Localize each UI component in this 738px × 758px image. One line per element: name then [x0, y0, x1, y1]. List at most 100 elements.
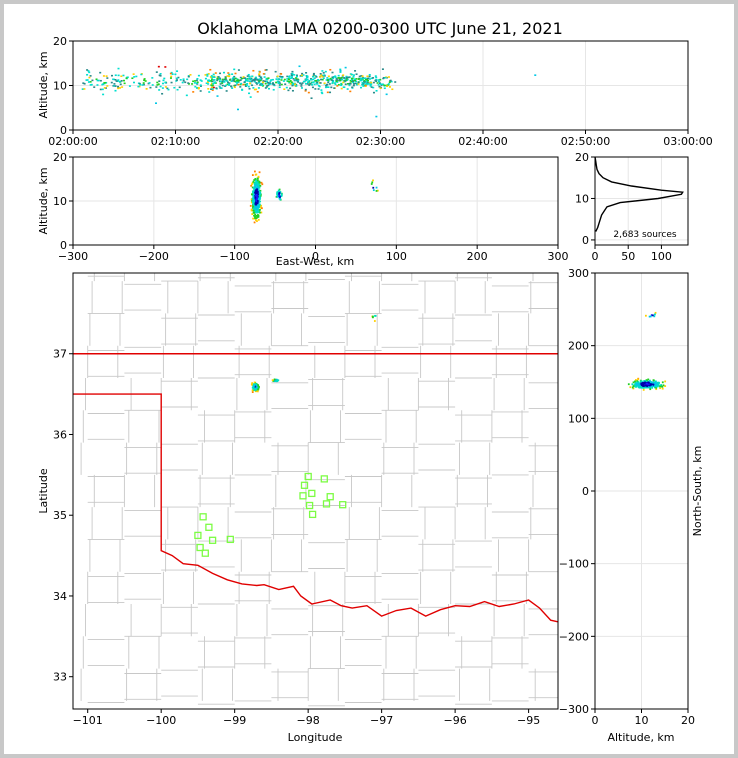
source-point: [280, 79, 283, 81]
source-point: [649, 383, 652, 385]
source-point: [343, 80, 346, 82]
source-point: [223, 78, 226, 81]
source-point: [257, 197, 260, 200]
source-point: [278, 194, 281, 197]
source-point: [276, 195, 279, 198]
source-point: [323, 75, 326, 77]
source-point: [352, 80, 355, 83]
source-point: [220, 87, 223, 89]
source-point: [337, 74, 340, 77]
source-point: [386, 85, 389, 87]
source-point: [378, 85, 381, 88]
source-point: [226, 75, 229, 77]
source-point: [253, 188, 256, 191]
source-point: [338, 78, 341, 80]
source-point: [654, 313, 656, 316]
source-point: [235, 81, 238, 83]
source-point: [371, 315, 374, 318]
source-point: [645, 384, 647, 387]
lat-tick-label: 34: [53, 590, 67, 603]
source-point: [280, 77, 283, 79]
source-point: [258, 208, 261, 211]
source-point: [257, 206, 259, 209]
source-point: [373, 320, 376, 322]
source-point: [272, 88, 275, 91]
source-point: [289, 83, 292, 85]
source-point: [199, 79, 202, 81]
source-point: [246, 80, 249, 82]
source-point: [340, 84, 343, 87]
source-point: [163, 77, 166, 80]
source-point: [81, 88, 84, 90]
source-point: [378, 82, 381, 84]
source-point: [135, 75, 138, 78]
lon-tick-label: −100: [146, 714, 176, 727]
source-point: [372, 86, 375, 89]
source-point: [306, 75, 309, 78]
source-point: [289, 77, 292, 80]
source-point: [120, 80, 123, 82]
source-point: [642, 385, 645, 387]
source-point: [661, 381, 664, 384]
source-point: [260, 204, 263, 207]
source-point: [277, 379, 280, 382]
source-point: [288, 81, 291, 84]
station-marker: [300, 481, 309, 489]
source-point: [308, 84, 311, 86]
source-point: [254, 186, 257, 189]
source-point: [368, 75, 371, 78]
source-point: [256, 197, 258, 200]
source-point: [340, 78, 343, 81]
source-point: [83, 82, 86, 85]
source-point: [306, 81, 309, 83]
lma-figure: Oklahoma LMA 0200-0300 UTC June 21, 2021…: [37, 19, 713, 744]
source-point: [313, 83, 316, 86]
source-point: [300, 87, 303, 89]
source-point: [252, 193, 254, 195]
source-point: [257, 218, 260, 221]
source-point: [335, 80, 338, 83]
source-point: [251, 174, 254, 176]
source-point: [372, 186, 375, 189]
source-point: [211, 80, 214, 83]
source-point: [233, 80, 236, 83]
source-point: [120, 75, 123, 78]
source-point: [259, 76, 262, 79]
source-point: [236, 78, 239, 80]
source-point: [221, 82, 224, 84]
source-point: [296, 78, 299, 80]
source-point: [295, 85, 298, 87]
source-point: [285, 86, 288, 89]
source-point: [117, 74, 120, 77]
source-point: [167, 88, 170, 91]
source-point: [634, 380, 636, 383]
source-point: [169, 77, 172, 79]
source-point: [357, 81, 360, 84]
source-point: [644, 314, 647, 317]
source-point: [252, 79, 255, 81]
source-point: [364, 77, 367, 79]
source-point: [322, 74, 325, 77]
source-point: [329, 91, 332, 94]
source-point: [321, 75, 324, 78]
source-point: [245, 79, 248, 82]
source-point: [291, 89, 294, 92]
source-point: [249, 82, 252, 85]
source-point: [170, 75, 173, 78]
source-point: [339, 79, 342, 82]
source-point: [255, 192, 258, 194]
source-point: [234, 72, 237, 75]
source-point: [254, 76, 257, 79]
source-point: [638, 382, 641, 385]
source-point: [117, 87, 120, 90]
source-point: [347, 76, 350, 79]
source-point: [638, 384, 641, 387]
source-point: [267, 84, 270, 87]
source-point: [637, 378, 639, 381]
source-point: [656, 385, 659, 388]
source-point: [222, 71, 225, 74]
source-point: [208, 91, 211, 93]
source-point: [117, 85, 120, 88]
source-point: [643, 386, 645, 389]
source-point: [331, 71, 334, 74]
